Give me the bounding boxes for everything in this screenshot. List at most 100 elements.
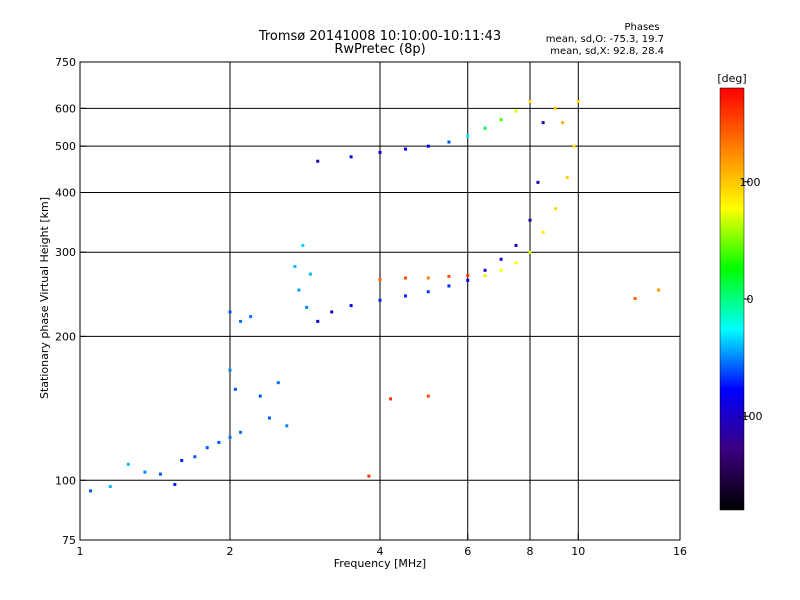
data-point [89,489,93,493]
data-point [536,180,540,184]
colorbar-tick-label: 100 [740,176,761,189]
data-point [205,446,209,450]
data-point [378,150,382,154]
data-point [541,121,545,125]
data-point [378,278,382,282]
data-point [316,319,320,323]
data-point [528,100,532,104]
y-tick-label: 300 [55,246,76,259]
x-axis-ticks: 1 2 4 6 8 10 16 [77,534,687,558]
y-axis-label: Stationary phase Virtual Height [km] [38,197,51,399]
data-point [349,304,353,308]
data-point [466,134,470,138]
y-tick-label: 750 [55,56,76,69]
y-tick-label: 400 [55,186,76,199]
data-point [403,147,407,151]
data-point [233,387,237,391]
data-point [565,175,569,179]
data-point [297,288,301,292]
colorbar [719,87,745,511]
x-axis-label: Frequency [MHz] [334,557,426,570]
phases-o-line: mean, sd,O: -75.3, 19.7 [546,34,664,45]
data-point [528,218,532,222]
data-point [483,268,487,272]
data-point [217,440,221,444]
data-point [143,470,147,474]
x-tick-label: 8 [527,545,534,558]
x-tick-label: 1 [77,545,84,558]
colorbar-ticks: 100 0 -100 [738,176,763,423]
scatter-points [89,100,661,493]
data-point [293,265,297,269]
data-point [499,257,503,261]
data-point [276,381,280,385]
data-point [528,250,532,254]
data-point [466,278,470,282]
data-point [499,118,503,122]
data-point [426,290,430,294]
data-point [228,310,232,314]
data-point [447,140,451,144]
data-point [228,368,232,372]
data-point [553,106,557,110]
data-point [249,315,253,319]
chart-title-line2: RwPretec (8p) [334,42,425,57]
data-point [301,243,305,247]
data-point [330,310,334,314]
data-point [316,159,320,163]
data-point [426,276,430,280]
y-axis-ticks: 750 600 500 400 300 200 100 75 [55,56,86,547]
data-point [349,155,353,159]
data-point [657,288,661,292]
data-point [514,109,518,113]
data-point [426,144,430,148]
data-point [514,261,518,265]
y-tick-label: 200 [55,330,76,343]
data-point [193,455,197,459]
y-tick-label: 600 [55,102,76,115]
data-point [576,100,580,104]
data-point [389,397,393,401]
colorbar-tick-label: -100 [738,410,763,423]
data-point [447,274,451,278]
y-tick-label: 500 [55,140,76,153]
data-point [426,394,430,398]
data-point [466,274,470,278]
data-point [483,274,487,278]
data-point [158,472,162,476]
phases-x-line: mean, sd,X: 92.8, 28.4 [550,46,664,57]
data-point [572,144,576,148]
x-tick-label: 10 [571,545,585,558]
grid-lines [80,62,680,540]
data-point [228,435,232,439]
x-tick-label: 2 [227,545,234,558]
data-point [367,474,371,478]
data-point [126,462,130,466]
data-point [258,394,262,398]
colorbar-tick-label: 0 [747,293,754,306]
colorbar-unit-label: [deg] [717,72,746,85]
data-point [633,297,637,301]
data-point [108,485,112,489]
data-point [378,298,382,302]
chart-title-line1: Tromsø 20141008 10:10:00-10:11:43 [258,29,501,44]
data-point [308,272,312,276]
data-point [239,319,243,323]
data-point [267,416,271,420]
data-point [239,430,243,434]
data-point [285,424,289,428]
data-point [173,482,177,486]
x-tick-label: 6 [464,545,471,558]
data-point [561,121,565,125]
data-point [403,276,407,280]
data-point [499,268,503,272]
data-point [305,305,309,309]
x-tick-label: 4 [377,545,384,558]
data-point [180,458,184,462]
y-tick-label: 75 [62,534,76,547]
data-point [553,207,557,211]
data-point [483,126,487,130]
data-point [447,284,451,288]
data-point [541,230,545,234]
